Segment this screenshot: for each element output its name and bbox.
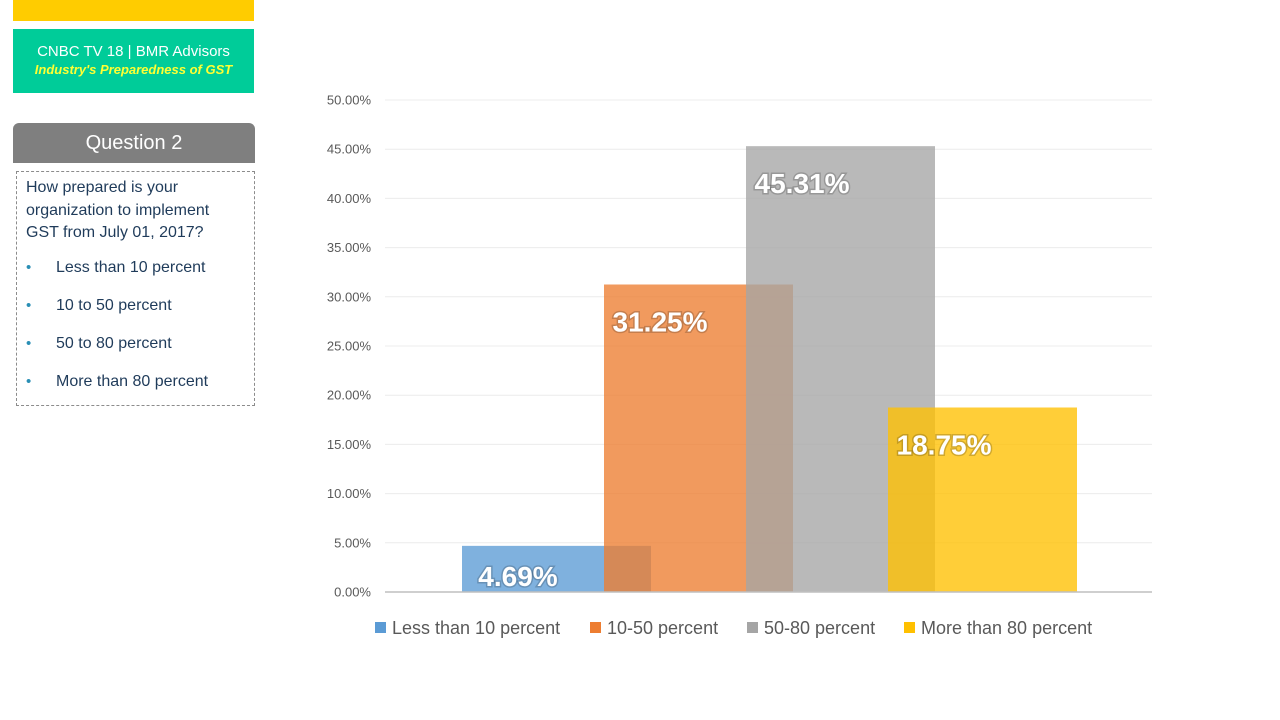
y-tick-label: 30.00% xyxy=(327,289,372,304)
y-tick-label: 25.00% xyxy=(327,339,372,354)
y-tick-label: 20.00% xyxy=(327,388,372,403)
y-tick-label: 0.00% xyxy=(334,585,371,600)
top-accent-bar xyxy=(13,0,254,21)
question-box: How prepared is your organization to imp… xyxy=(16,171,255,406)
answer-option: 50 to 80 percent xyxy=(26,333,246,355)
legend-swatch xyxy=(590,622,601,633)
answer-option: Less than 10 percent xyxy=(26,257,246,279)
y-tick-label: 35.00% xyxy=(327,240,372,255)
legend-label: More than 80 percent xyxy=(921,618,1092,638)
data-label: 18.75% xyxy=(897,430,992,461)
answer-option: 10 to 50 percent xyxy=(26,295,246,317)
y-tick-label: 40.00% xyxy=(327,191,372,206)
legend-swatch xyxy=(747,622,758,633)
answer-options: Less than 10 percent 10 to 50 percent 50… xyxy=(26,257,246,394)
legend-label: 10-50 percent xyxy=(607,618,718,638)
data-label: 4.69% xyxy=(478,561,557,592)
chart-data-labels: 4.69% 31.25% 45.31% 18.75% xyxy=(477,167,993,594)
chart-legend: Less than 10 percent 10-50 percent 50-80 p… xyxy=(375,618,1092,638)
y-tick-label: 5.00% xyxy=(334,535,371,550)
legend-label: Less than 10 percent xyxy=(392,618,560,638)
brand-box: CNBC TV 18 | BMR Advisors Industry's Pre… xyxy=(13,29,254,93)
data-label: 31.25% xyxy=(613,307,708,338)
question-text: How prepared is your organization to imp… xyxy=(26,179,210,241)
y-tick-label: 50.00% xyxy=(327,93,372,108)
legend-swatch xyxy=(375,622,386,633)
brand-subtitle: Industry's Preparedness of GST xyxy=(34,62,233,77)
answer-option: More than 80 percent xyxy=(26,371,246,393)
y-tick-label: 45.00% xyxy=(327,142,372,157)
bar-4 xyxy=(888,407,1077,592)
brand-title: CNBC TV 18 | BMR Advisors xyxy=(37,43,230,60)
legend-swatch xyxy=(904,622,915,633)
y-tick-label: 15.00% xyxy=(327,437,372,452)
chart-bars xyxy=(462,146,1077,592)
question-header: Question 2 xyxy=(13,123,255,163)
y-tick-label: 10.00% xyxy=(327,486,372,501)
legend-label: 50-80 percent xyxy=(764,618,875,638)
data-label: 45.31% xyxy=(755,168,850,199)
